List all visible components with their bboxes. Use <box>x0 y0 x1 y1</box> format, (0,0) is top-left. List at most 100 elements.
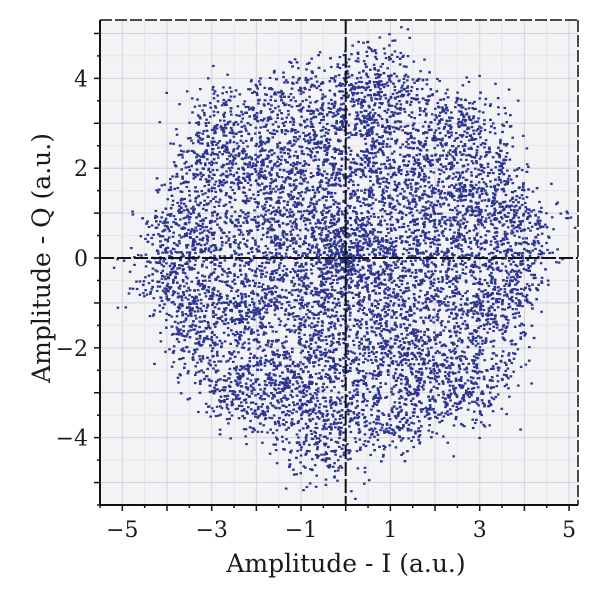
scatter-point <box>346 458 350 461</box>
scatter-point <box>309 201 312 204</box>
scatter-point <box>501 123 504 126</box>
scatter-point <box>369 175 372 178</box>
scatter-point <box>442 149 445 152</box>
scatter-point <box>333 125 336 128</box>
scatter-point <box>292 165 295 168</box>
scatter-point <box>364 109 368 113</box>
scatter-point <box>473 156 476 159</box>
scatter-point <box>330 65 333 69</box>
scatter-point <box>194 300 197 303</box>
scatter-point <box>307 78 310 81</box>
scatter-point <box>297 203 300 206</box>
scatter-point <box>215 353 219 356</box>
scatter-point <box>410 352 413 355</box>
scatter-point <box>293 188 296 191</box>
scatter-point <box>441 280 444 283</box>
scatter-point <box>280 296 283 299</box>
scatter-point <box>364 88 368 92</box>
scatter-point <box>481 314 484 318</box>
scatter-point <box>282 243 286 246</box>
scatter-point <box>466 290 469 293</box>
scatter-point <box>338 128 342 131</box>
scatter-point <box>184 180 188 183</box>
scatter-point <box>244 367 247 371</box>
scatter-point <box>238 130 241 133</box>
scatter-point <box>218 428 222 431</box>
scatter-point <box>159 220 162 223</box>
scatter-point <box>197 121 200 124</box>
scatter-point <box>128 270 132 273</box>
scatter-point <box>208 279 211 282</box>
scatter-point <box>487 230 491 233</box>
scatter-point <box>249 419 252 423</box>
scatter-point <box>207 289 210 292</box>
scatter-point <box>268 251 272 254</box>
scatter-point <box>459 298 463 301</box>
scatter-point <box>382 191 385 195</box>
scatter-point <box>227 284 230 287</box>
scatter-point <box>169 178 172 181</box>
scatter-point <box>456 136 459 140</box>
scatter-point <box>387 308 390 311</box>
scatter-point <box>303 325 307 328</box>
scatter-point <box>395 218 398 221</box>
scatter-point <box>361 218 364 222</box>
scatter-point <box>417 370 421 373</box>
scatter-point <box>444 326 447 329</box>
scatter-point <box>419 109 422 112</box>
scatter-point <box>274 238 277 241</box>
scatter-point <box>370 189 374 192</box>
scatter-point <box>385 427 388 430</box>
scatter-point <box>274 244 278 247</box>
scatter-point <box>329 239 332 242</box>
scatter-point <box>422 322 426 325</box>
scatter-point <box>251 162 255 165</box>
scatter-point <box>263 86 267 89</box>
scatter-point <box>441 263 444 266</box>
scatter-point <box>465 366 468 369</box>
scatter-point <box>428 159 432 162</box>
scatter-point <box>328 249 332 252</box>
scatter-point <box>484 265 488 268</box>
scatter-point <box>387 167 391 170</box>
scatter-point <box>333 306 337 309</box>
scatter-point <box>319 184 322 187</box>
scatter-point <box>227 239 230 242</box>
scatter-point <box>470 209 473 212</box>
scatter-point <box>286 239 289 242</box>
scatter-point <box>296 161 299 164</box>
scatter-point <box>412 330 415 333</box>
scatter-point <box>380 90 383 94</box>
scatter-point <box>261 119 265 122</box>
scatter-point <box>306 62 309 65</box>
scatter-point <box>448 315 451 318</box>
scatter-point <box>233 210 237 213</box>
scatter-point <box>206 239 210 242</box>
scatter-point <box>427 95 430 98</box>
scatter-point <box>272 261 276 264</box>
scatter-point <box>242 282 245 286</box>
scatter-point <box>470 160 474 163</box>
scatter-point <box>296 288 300 291</box>
scatter-point <box>180 190 184 193</box>
scatter-point <box>223 375 226 378</box>
scatter-point <box>437 295 440 298</box>
scatter-point <box>432 171 436 174</box>
scatter-point <box>472 362 475 365</box>
scatter-point <box>223 119 226 122</box>
scatter-point <box>298 385 301 388</box>
scatter-point <box>407 178 411 181</box>
scatter-point <box>338 417 342 420</box>
scatter-point <box>413 141 416 144</box>
scatter-point <box>391 345 394 348</box>
scatter-point <box>330 293 333 296</box>
scatter-point <box>404 317 407 320</box>
scatter-point <box>297 441 301 444</box>
scatter-point <box>325 266 329 269</box>
scatter-point <box>235 383 238 386</box>
scatter-point <box>322 209 325 212</box>
scatter-point <box>131 210 134 213</box>
scatter-point <box>400 332 403 336</box>
scatter-point <box>218 182 222 185</box>
scatter-point <box>436 77 439 81</box>
